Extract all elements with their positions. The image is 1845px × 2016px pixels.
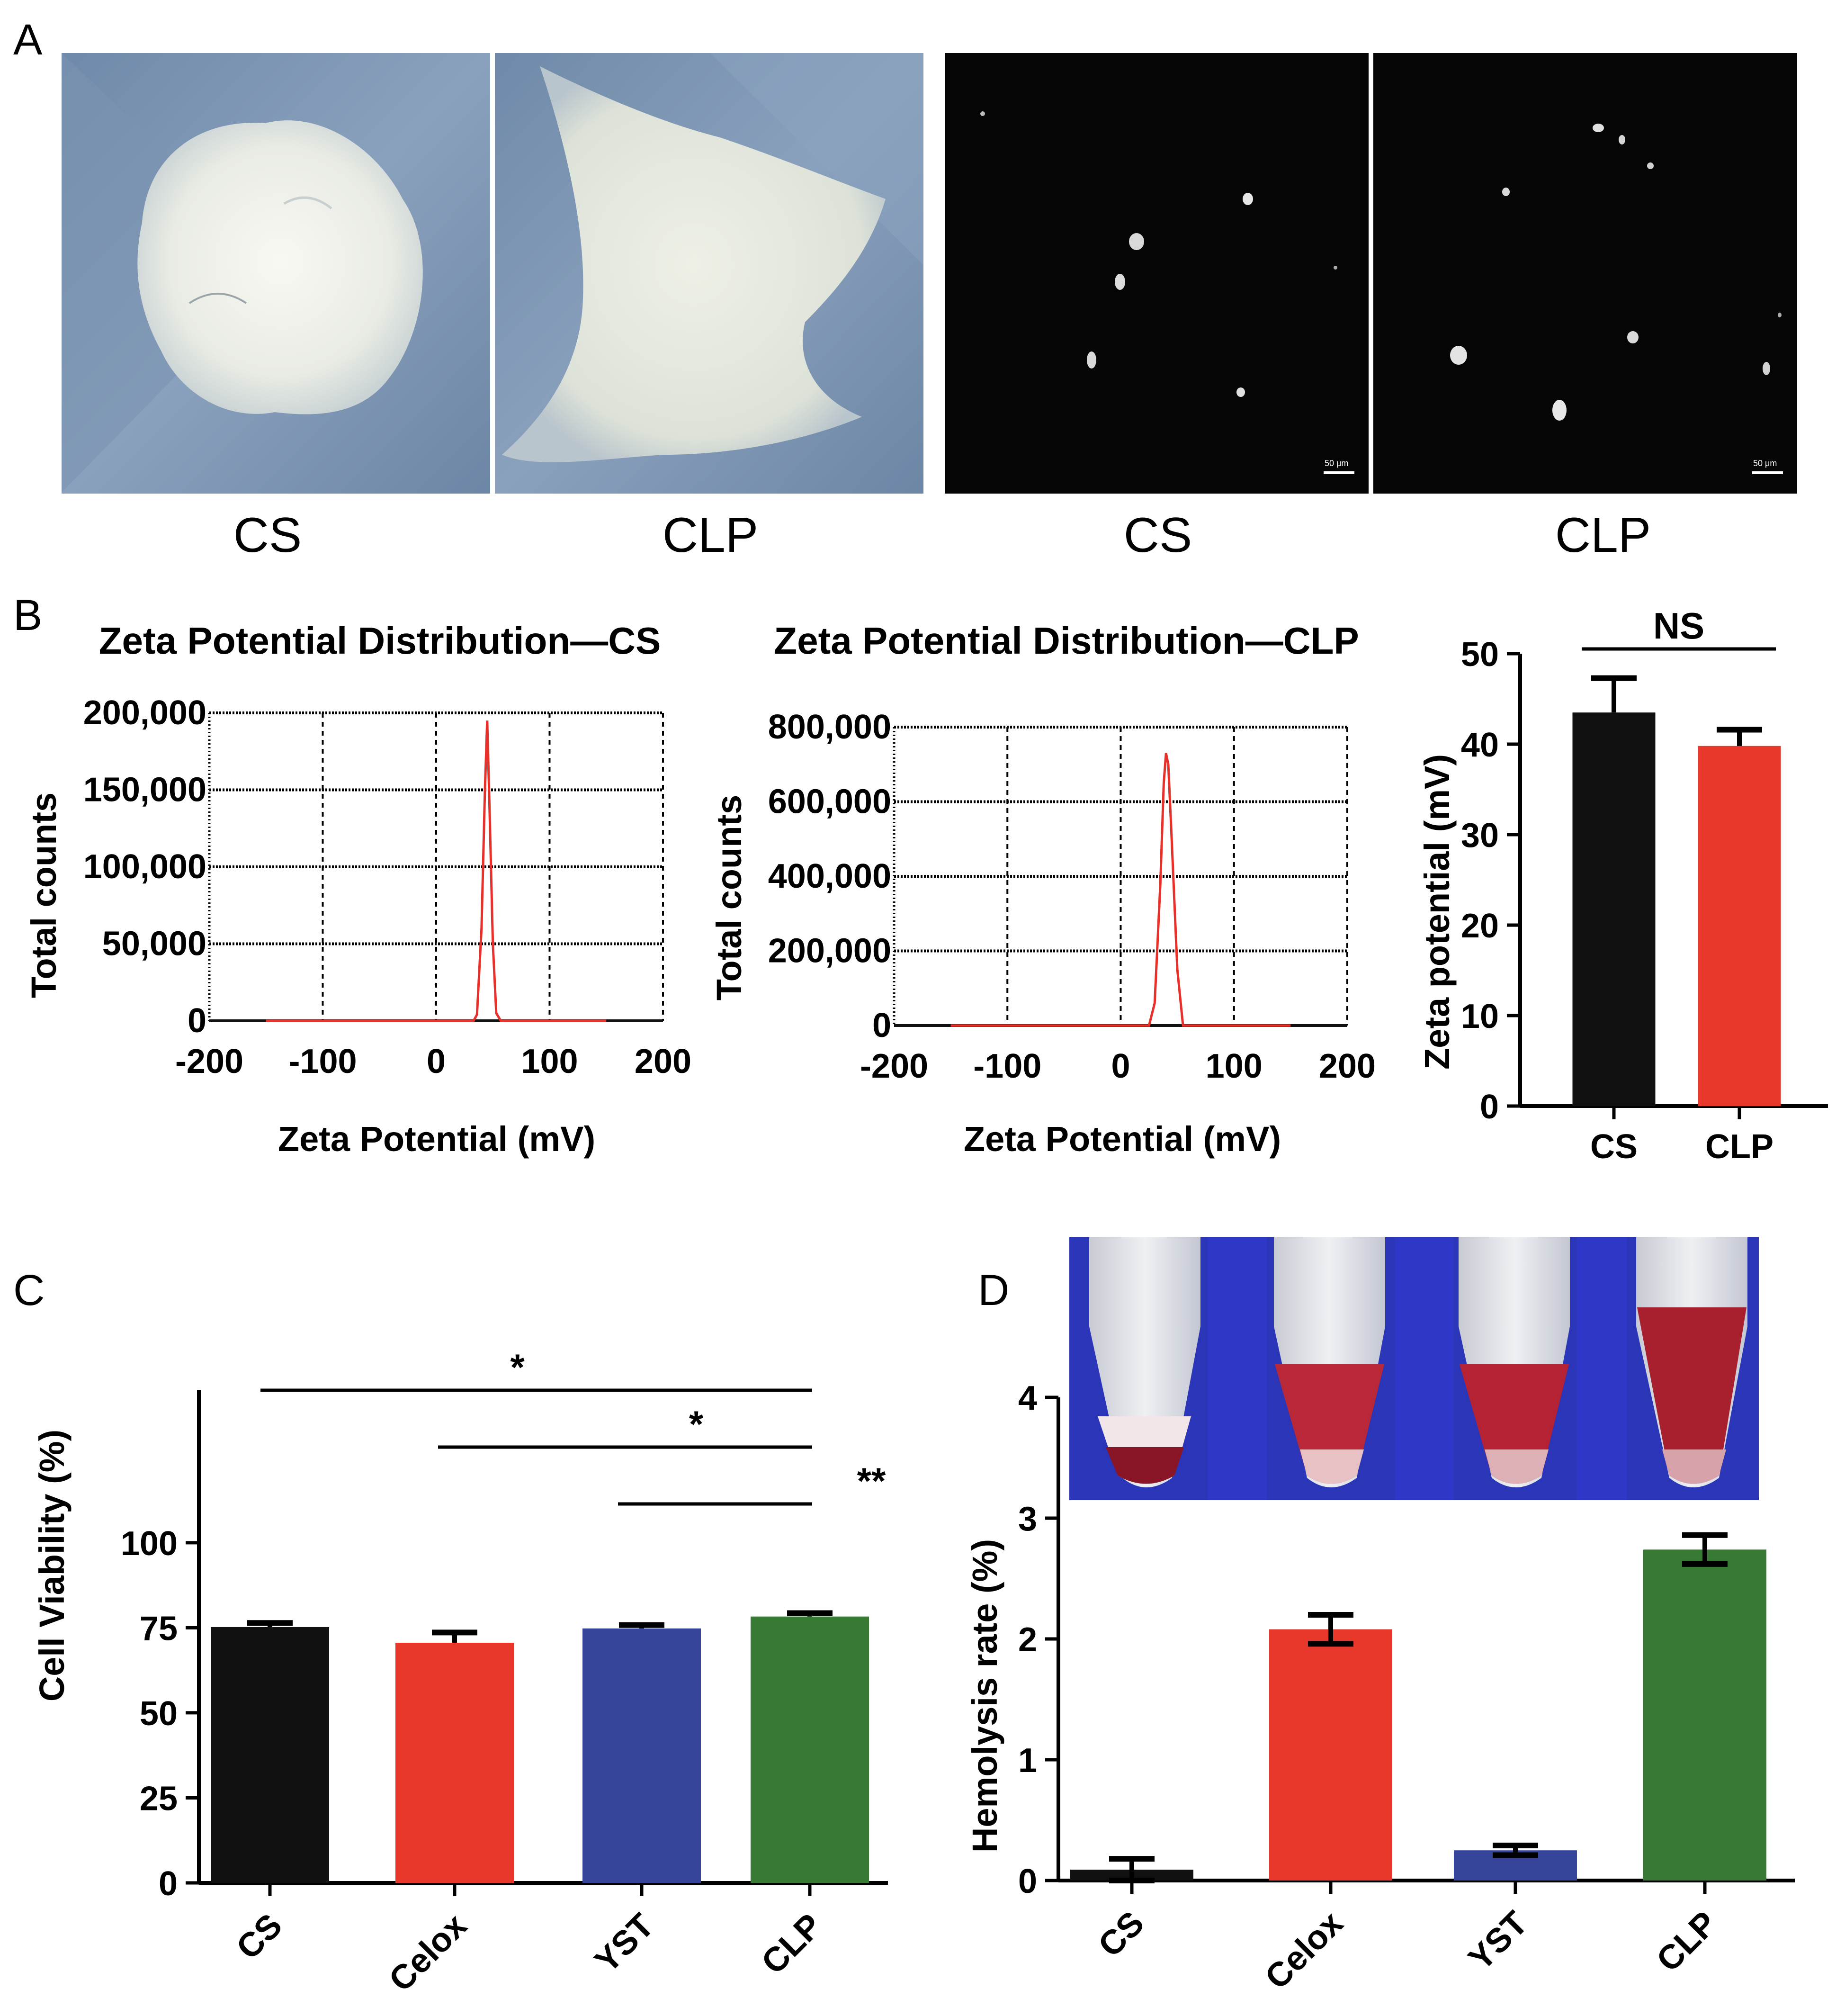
x-tick-label: -200 [860,1047,928,1085]
x-tick-label: YST [588,1907,662,1980]
x-axis-label: Zeta Potential (mV) [964,1119,1281,1159]
bar-celox [395,1642,514,1883]
x-tick-label: 100 [521,1043,578,1080]
bar-cs [211,1627,329,1883]
y-tick-label: 0 [1480,1088,1499,1126]
bar-clp [1698,746,1781,1106]
y-tick-label: 400,000 [768,857,891,895]
x-tick-label: Celox [1258,1904,1350,1997]
photo-cs-powder [62,53,490,494]
photo-clp-micrograph: 50 μm [1373,53,1797,494]
y-tick-label: 20 [1461,907,1499,945]
distribution-line [266,720,607,1022]
bar-cs [1572,712,1656,1106]
hemolysis-tubes-photo [1069,1237,1759,1500]
y-tick-label: 50 [140,1695,178,1733]
x-tick-label: 200 [1319,1047,1376,1085]
y-axis-label: Cell Viability (%) [32,1430,72,1701]
bar-celox [1269,1629,1392,1881]
y-tick-label: 800,000 [768,708,891,746]
tube-cs [1089,1237,1200,1487]
zeta-distribution-clp-chart: Zeta Potential Distribution—CLP Total co… [709,620,1376,1159]
significance-label: NS [1653,605,1704,647]
chart-title: Zeta Potential Distribution—CS [99,620,661,662]
x-tick-label: 100 [1206,1047,1263,1085]
y-tick-label: 0 [872,1007,891,1044]
y-tick-label: 100 [121,1525,178,1563]
y-axis-label: Hemolysis rate (%) [965,1539,1004,1853]
tube-yst [1459,1237,1570,1487]
x-tick-label: CS [1091,1904,1151,1964]
tube-celox [1274,1237,1385,1487]
cell-viability-chart: Cell Viability (%) 0 25 50 75 100 CS Celox YST C… [32,1346,888,1999]
photo-label-cs-micro: CS [1124,508,1192,563]
significance-label: * [510,1346,525,1388]
panel-label-b: B [13,591,42,639]
y-tick-label: 0 [1018,1863,1037,1900]
y-tick-label: 30 [1461,817,1499,855]
x-axis-label: Zeta Potential (mV) [278,1119,595,1159]
y-tick-label: 2 [1018,1621,1037,1659]
x-tick-label: 0 [1111,1047,1130,1085]
bar-clp [751,1616,869,1883]
tube-clp [1636,1237,1747,1487]
y-tick-label: 200,000 [768,932,891,970]
x-tick-label: CS [1590,1128,1638,1166]
y-tick-label: 0 [159,1865,178,1903]
y-tick-label: 3 [1018,1500,1037,1538]
x-tick-label: -200 [175,1043,243,1080]
y-tick-label: 0 [188,1002,206,1040]
x-tick-label: 200 [635,1043,691,1080]
y-tick-label: 25 [140,1780,178,1818]
significance-label: ** [857,1460,886,1502]
y-tick-label: 75 [140,1610,178,1647]
photo-cs-micrograph: 50 μm [945,53,1369,494]
photo-clp-powder [495,53,923,494]
panel-label-c: C [13,1266,45,1314]
x-tick-label: CLP [1705,1128,1773,1166]
y-axis-label: Zeta potential (mV) [1417,754,1457,1070]
x-tick-label: -100 [288,1043,357,1080]
bar-clp [1643,1549,1766,1881]
chart-title: Zeta Potential Distribution—CLP [774,620,1359,662]
y-tick-label: 1 [1018,1742,1037,1780]
x-tick-label: CS [229,1907,289,1967]
y-tick-label: 10 [1461,998,1499,1035]
zeta-potential-bar-chart: Zeta potential (mV) 0 10 20 30 40 50 CS CLP NS [1417,605,1828,1166]
x-tick-label: CLP [754,1907,829,1981]
y-tick-label: 50,000 [102,925,206,963]
y-tick-label: 100,000 [83,848,206,886]
scale-bar-label-cs: 50 μm [1325,459,1348,468]
y-tick-label: 4 [1018,1379,1037,1417]
x-tick-label: YST [1461,1904,1535,1978]
y-tick-label: 40 [1461,726,1499,764]
y-tick-label: 150,000 [83,771,206,809]
y-axis-label: Total counts [709,795,749,1000]
y-tick-label: 200,000 [83,694,206,732]
bar-yst [582,1628,701,1883]
y-tick-label: 600,000 [768,783,891,821]
distribution-line [950,753,1291,1027]
photo-label-cs: CS [233,508,302,563]
y-axis-label: Total counts [24,792,63,998]
x-tick-label: Celox [382,1907,474,1999]
x-tick-label: -100 [973,1047,1041,1085]
photo-label-clp: CLP [663,508,758,563]
y-tick-label: 50 [1461,636,1499,674]
scale-bar-label-clp: 50 μm [1753,459,1777,468]
x-tick-label: CLP [1649,1904,1724,1979]
photo-label-clp-micro: CLP [1555,508,1651,563]
x-tick-label: 0 [427,1043,446,1080]
panel-label-d: D [978,1266,1009,1314]
significance-label: * [689,1403,704,1445]
zeta-distribution-cs-chart: Zeta Potential Distribution—CS Total cou… [24,620,691,1159]
panel-label-a: A [13,16,43,64]
